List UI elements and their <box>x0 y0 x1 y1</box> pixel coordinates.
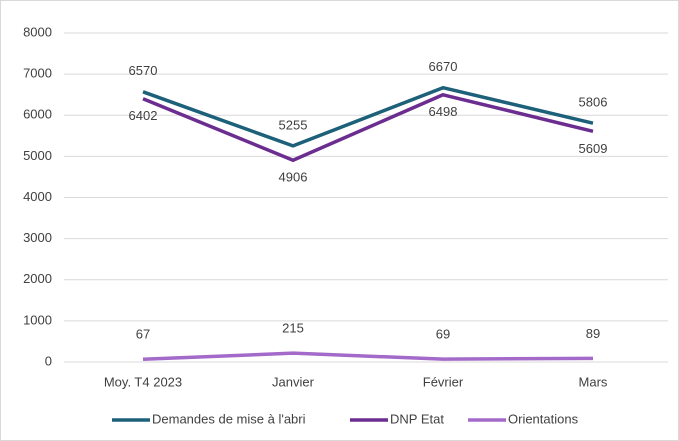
x-tick-label: Janvier <box>272 374 315 389</box>
y-tick-label: 5000 <box>23 148 52 163</box>
y-tick-label: 4000 <box>23 189 52 204</box>
data-label: 6570 <box>129 63 158 78</box>
series-line <box>142 351 594 361</box>
legend-label: Orientations <box>508 411 579 426</box>
series-line <box>142 93 594 162</box>
y-tick-label: 6000 <box>23 107 52 122</box>
data-label: 5609 <box>579 141 608 156</box>
data-label: 89 <box>586 326 600 341</box>
y-tick-label: 3000 <box>23 230 52 245</box>
data-label: 4906 <box>279 170 308 185</box>
legend-label: Demandes de mise à l'abri <box>152 411 306 426</box>
series-line <box>142 85 594 148</box>
data-label: 5255 <box>279 117 308 132</box>
data-label: 67 <box>136 327 150 342</box>
legend-label: DNP Etat <box>390 411 444 426</box>
y-tick-label: 8000 <box>23 24 52 39</box>
data-label: 6402 <box>129 108 158 123</box>
data-label: 6670 <box>429 59 458 74</box>
data-label: 6498 <box>429 104 458 119</box>
x-tick-label: Mars <box>579 374 608 389</box>
data-label: 215 <box>282 321 304 336</box>
x-tick-label: Moy. T4 2023 <box>104 374 182 389</box>
y-tick-label: 7000 <box>23 66 52 81</box>
data-label: 69 <box>436 327 450 342</box>
y-tick-label: 2000 <box>23 271 52 286</box>
data-label: 5806 <box>579 95 608 110</box>
y-tick-label: 0 <box>45 353 52 368</box>
y-tick-label: 1000 <box>23 312 52 327</box>
x-tick-label: Février <box>423 374 464 389</box>
